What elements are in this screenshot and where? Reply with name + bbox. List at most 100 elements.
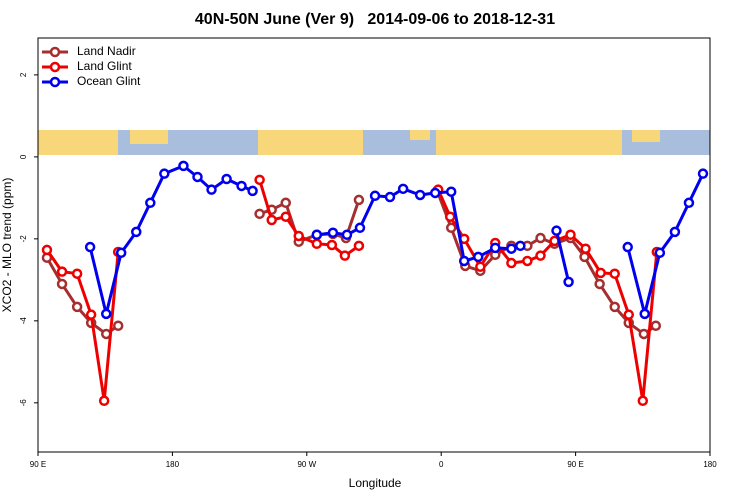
x-tick-label: 90 W — [297, 460, 316, 469]
data-point — [697, 168, 709, 179]
data-point — [565, 229, 576, 241]
data-point — [98, 395, 110, 407]
data-point — [131, 226, 142, 238]
data-point — [609, 268, 620, 279]
data-point — [280, 197, 291, 209]
data-point — [266, 214, 277, 226]
map-strip — [38, 130, 710, 155]
data-point — [506, 257, 517, 269]
data-point — [654, 247, 666, 259]
data-point — [622, 241, 633, 253]
data-point — [178, 160, 189, 172]
data-point — [637, 395, 649, 407]
data-point — [429, 187, 441, 199]
data-point — [327, 227, 339, 238]
data-point — [206, 184, 217, 195]
data-point — [280, 211, 291, 222]
data-point — [458, 255, 470, 267]
data-point — [254, 208, 265, 220]
y-tick-label: 2 — [19, 72, 28, 77]
data-point — [293, 230, 304, 242]
data-point — [354, 222, 366, 234]
x-tick-label: 90 E — [567, 460, 583, 469]
data-point — [595, 267, 606, 279]
data-point — [638, 328, 650, 340]
data-point — [84, 241, 96, 253]
y-tick-label: 0 — [19, 154, 28, 159]
data-point — [414, 189, 426, 201]
legend-marker — [49, 76, 61, 88]
data-point — [535, 232, 546, 244]
data-point — [623, 309, 635, 320]
data-point — [609, 301, 620, 313]
data-point — [639, 308, 650, 320]
data-point — [444, 211, 456, 222]
data-point — [326, 239, 338, 251]
data-point — [100, 308, 112, 320]
map-land — [130, 130, 168, 144]
data-point — [341, 229, 353, 241]
x-axis-label: Longitude — [349, 476, 402, 490]
data-point — [145, 197, 156, 209]
data-point — [580, 243, 591, 254]
x-tick-label: 0 — [439, 460, 444, 469]
plot-frame — [37, 37, 711, 453]
map-land — [410, 130, 430, 140]
data-point — [247, 185, 258, 197]
data-point — [551, 225, 562, 236]
data-point — [311, 238, 323, 250]
chart-title: 40N-50N June (Ver 9) 2014-09-06 to 2018-… — [195, 11, 555, 28]
data-point — [445, 186, 457, 197]
data-point — [506, 243, 517, 254]
map-land — [436, 130, 622, 155]
data-point — [515, 240, 526, 252]
data-point — [71, 268, 83, 279]
map-land — [632, 130, 660, 142]
data-point — [472, 251, 484, 263]
legend-label: Land Glint — [77, 59, 132, 73]
data-point — [683, 197, 695, 209]
data-point — [535, 250, 546, 261]
data-point — [384, 191, 396, 203]
data-point — [353, 240, 365, 252]
legend-marker — [49, 46, 61, 58]
map-land — [38, 130, 118, 155]
data-point — [353, 194, 365, 206]
data-point — [71, 301, 83, 313]
data-point — [115, 247, 127, 259]
data-point — [159, 168, 170, 179]
data-point — [522, 255, 533, 267]
data-point — [669, 226, 681, 238]
x-tick-label: 180 — [703, 460, 717, 469]
y-axis-label: XCO2 - MLO trend (ppm) — [0, 178, 14, 313]
legend-marker — [49, 61, 61, 73]
legend-label: Land Nadir — [77, 44, 136, 58]
legend-label: Ocean Glint — [77, 74, 141, 88]
data-point — [311, 229, 323, 241]
data-point — [112, 320, 124, 332]
x-tick-label: 180 — [166, 460, 180, 469]
y-tick-label: -2 — [19, 235, 28, 243]
data-point — [85, 309, 97, 320]
data-point — [490, 242, 501, 254]
data-point — [254, 174, 265, 186]
x-tick-label: 90 E — [30, 460, 46, 469]
data-point — [56, 266, 68, 277]
map-land — [258, 130, 363, 155]
data-point — [369, 190, 381, 202]
data-point — [41, 244, 53, 256]
data-point — [56, 278, 68, 290]
data-point — [192, 171, 203, 183]
y-tick-label: -4 — [19, 317, 28, 325]
data-point — [236, 180, 247, 192]
data-point — [475, 261, 486, 272]
data-point — [221, 173, 232, 185]
data-point — [594, 278, 605, 290]
y-tick-label: -6 — [19, 399, 28, 407]
data-point — [397, 183, 409, 195]
data-point — [650, 320, 662, 332]
data-point — [563, 276, 574, 288]
data-point — [339, 250, 351, 261]
